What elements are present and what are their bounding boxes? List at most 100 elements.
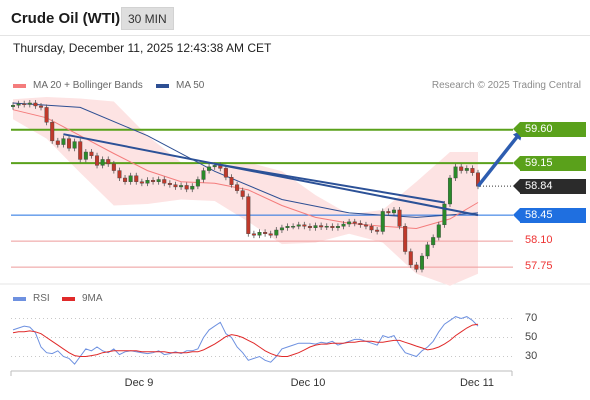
candle-body	[470, 168, 475, 173]
price-level-58-45: 58.45	[513, 207, 586, 223]
ma20-swatch	[13, 83, 26, 88]
candle-body	[89, 151, 94, 156]
candle-body	[263, 232, 268, 234]
candle-body	[151, 180, 156, 182]
candle-body	[330, 226, 335, 228]
candle-body	[72, 141, 77, 149]
x-tick-label: Dec 9	[124, 377, 154, 389]
candle-body	[162, 179, 167, 184]
candle-body	[341, 223, 346, 227]
candle-body	[307, 226, 312, 228]
candle-body	[128, 175, 133, 182]
ma50-line	[12, 102, 479, 218]
bollinger-band	[13, 97, 478, 286]
candle-body	[302, 224, 307, 227]
candle-body	[431, 237, 436, 246]
candle-body	[44, 107, 49, 123]
candle-body	[296, 224, 301, 227]
candle-body	[27, 102, 32, 105]
rsi-swatch	[13, 296, 26, 301]
candle-body	[285, 226, 290, 228]
candle-body	[111, 163, 116, 171]
candle-body	[61, 138, 66, 145]
candle-body	[223, 168, 228, 178]
legend-ma9: 9MA	[62, 293, 103, 304]
candle-body	[179, 185, 184, 188]
candle-body	[201, 170, 206, 180]
candle-body	[363, 224, 368, 227]
ma50-swatch	[156, 83, 169, 88]
candle-body	[173, 184, 178, 188]
candle-body	[229, 177, 234, 185]
candle-body	[391, 209, 396, 214]
candle-body	[375, 229, 380, 232]
candle-body	[352, 221, 357, 224]
candle-body	[414, 264, 419, 270]
candle-body	[50, 122, 55, 142]
candle-body	[83, 151, 88, 160]
candle-body	[246, 196, 251, 234]
rsi-tick-label: 50	[525, 330, 538, 343]
candle-body	[324, 226, 329, 228]
header-bar: Crude Oil (WTI) 30 MIN	[0, 0, 590, 36]
candle-body	[459, 166, 464, 171]
ma9-label: 9MA	[82, 293, 103, 304]
rsi-tick-label: 30	[525, 349, 538, 362]
candle-body	[195, 179, 200, 187]
candle-body	[313, 225, 318, 228]
candle-body	[453, 166, 458, 179]
credit-text: Research © 2025 Trading Central	[431, 80, 581, 91]
candle-body	[22, 103, 27, 105]
trendline	[63, 133, 479, 217]
candle-body	[95, 155, 100, 166]
legend-rsi: RSI	[13, 293, 50, 304]
candle-body	[436, 224, 441, 238]
candle-body	[67, 138, 72, 149]
rsi-tick-label: 70	[525, 311, 538, 324]
candle-body	[279, 227, 284, 231]
candle-body	[55, 140, 60, 145]
price-level-59-15: 59.15	[513, 155, 586, 171]
candle-body	[251, 233, 256, 236]
candle-body	[268, 233, 273, 236]
trendline	[214, 162, 445, 204]
candle-body	[403, 226, 408, 252]
candle-body	[358, 223, 363, 225]
candle-body	[447, 177, 452, 205]
candle-body	[10, 104, 15, 107]
rsi-line	[12, 316, 479, 365]
candle-body	[335, 226, 340, 228]
x-tick-label: Dec 10	[290, 377, 326, 389]
legend-ma50: MA 50	[156, 80, 204, 91]
candle-body	[380, 211, 385, 232]
candle-body	[190, 185, 195, 190]
candle-body	[123, 177, 128, 182]
candle-body	[16, 103, 21, 106]
instrument-title: Crude Oil (WTI)	[11, 10, 121, 27]
candle-body	[464, 168, 469, 171]
timestamp: Thursday, December 11, 2025 12:43:38 AM …	[13, 41, 272, 55]
candle-body	[78, 141, 83, 160]
timeframe-badge[interactable]: 30 MIN	[121, 7, 174, 30]
candle-body	[419, 255, 424, 270]
candle-body	[425, 244, 430, 257]
rsi-label: RSI	[33, 293, 50, 304]
rsi-ma9-line	[12, 323, 479, 357]
candle-body	[33, 102, 38, 107]
candle-body	[212, 165, 217, 168]
price-level-58-10: 58.10	[525, 234, 553, 247]
price-level-57-75: 57.75	[525, 260, 553, 273]
candle-body	[117, 170, 122, 179]
ma50-label: MA 50	[176, 80, 205, 91]
candle-body	[184, 185, 189, 190]
candle-body	[319, 225, 324, 228]
ma20-label: MA 20 + Bollinger Bands	[33, 80, 143, 91]
candle-body	[106, 159, 111, 165]
candle-body	[156, 179, 161, 182]
candle-body	[386, 211, 391, 214]
candle-body	[257, 232, 262, 236]
candle-body	[207, 166, 212, 171]
x-tick-label: Dec 11	[459, 377, 495, 389]
candle-body	[240, 190, 245, 197]
